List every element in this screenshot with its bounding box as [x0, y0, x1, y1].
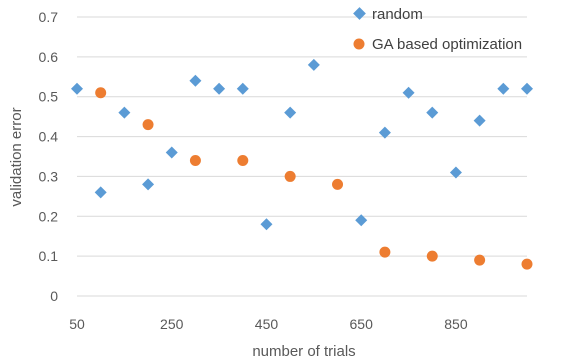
- ga-point: [284, 170, 296, 182]
- x-tick-label: 450: [255, 316, 279, 332]
- y-tick-label: 0.6: [39, 49, 59, 65]
- random-point: [94, 186, 107, 199]
- ga-point: [95, 87, 107, 99]
- ga-point: [189, 154, 201, 166]
- ga-point: [142, 119, 154, 131]
- ga-point: [237, 154, 249, 166]
- y-tick-label: 0.7: [39, 9, 59, 25]
- random-point: [142, 178, 155, 191]
- y-tick-label: 0.3: [39, 168, 59, 184]
- ga-point: [426, 250, 438, 262]
- y-tick-label: 0.4: [39, 129, 59, 145]
- random-point: [521, 82, 533, 95]
- ga-point: [379, 246, 391, 258]
- y-axis-title: validation error: [8, 107, 25, 206]
- legend-label-random: random: [372, 6, 423, 23]
- random-point: [165, 146, 178, 159]
- legend-marker-random: [353, 7, 366, 20]
- y-axis-ticks: 0 0.1 0.2 0.3 0.4 0.5 0.6 0.7: [39, 9, 59, 304]
- random-point: [402, 86, 415, 99]
- ga-point: [332, 178, 344, 190]
- y-tick-label: 0.1: [39, 248, 59, 264]
- x-tick-label: 250: [160, 316, 184, 332]
- random-point: [118, 106, 131, 119]
- random-point: [378, 126, 391, 139]
- random-point: [473, 114, 486, 127]
- data-points: [71, 58, 533, 270]
- random-point: [284, 106, 297, 119]
- legend-marker-ga: [353, 38, 365, 50]
- y-tick-label: 0: [50, 288, 58, 304]
- random-point: [426, 106, 439, 119]
- y-tick-label: 0.2: [39, 208, 59, 224]
- x-tick-label: 50: [69, 316, 85, 332]
- legend: random GA based optimization: [353, 6, 522, 53]
- x-tick-label: 850: [444, 316, 468, 332]
- random-point: [260, 218, 273, 231]
- random-point: [213, 82, 226, 95]
- random-point: [449, 166, 462, 179]
- random-point: [355, 214, 368, 227]
- gridlines: [77, 16, 527, 297]
- random-point: [236, 82, 249, 95]
- random-point: [71, 82, 83, 95]
- random-point: [189, 74, 202, 87]
- legend-label-ga: GA based optimization: [372, 36, 522, 53]
- x-axis-ticks: 50 250 450 650 850: [69, 316, 468, 332]
- x-tick-label: 650: [350, 316, 374, 332]
- random-point: [497, 82, 510, 95]
- ga-point: [521, 258, 533, 270]
- x-axis-title: number of trials: [252, 343, 355, 360]
- y-tick-label: 0.5: [39, 89, 59, 105]
- random-point: [307, 58, 320, 71]
- ga-point: [474, 254, 486, 266]
